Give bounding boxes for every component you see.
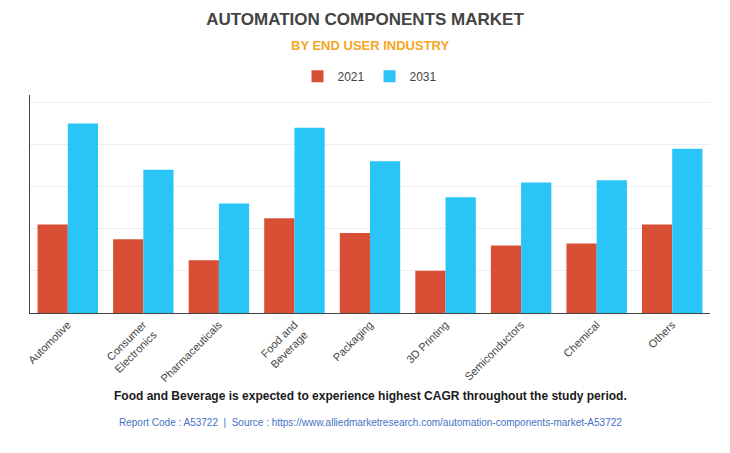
svg-text:Chemical: Chemical (561, 319, 602, 360)
svg-text:Report Code : A53722 | Sourc: Report Code : A53722 | Source : https://… (119, 417, 622, 428)
svg-text:Semiconductors: Semiconductors (462, 318, 527, 383)
svg-text:Automotive: Automotive (26, 319, 73, 366)
svg-text:Others: Others (646, 318, 678, 350)
svg-text:Food and Beverage is expected: Food and Beverage is expected to experie… (114, 389, 627, 403)
svg-text:2031: 2031 (410, 70, 437, 84)
svg-text:Pharmaceuticals: Pharmaceuticals (158, 318, 224, 384)
svg-text:Packaging: Packaging (330, 319, 375, 364)
svg-text:ConsumerElectronics: ConsumerElectronics (102, 318, 159, 375)
svg-text:Food andBeverage: Food andBeverage (258, 319, 310, 371)
svg-text:2021: 2021 (338, 70, 365, 84)
svg-text:3D Printing: 3D Printing (404, 319, 451, 366)
svg-text:AUTOMATION COMPONENTS MARKET: AUTOMATION COMPONENTS MARKET (206, 10, 524, 29)
svg-text:BY END USER INDUSTRY: BY END USER INDUSTRY (291, 38, 450, 53)
